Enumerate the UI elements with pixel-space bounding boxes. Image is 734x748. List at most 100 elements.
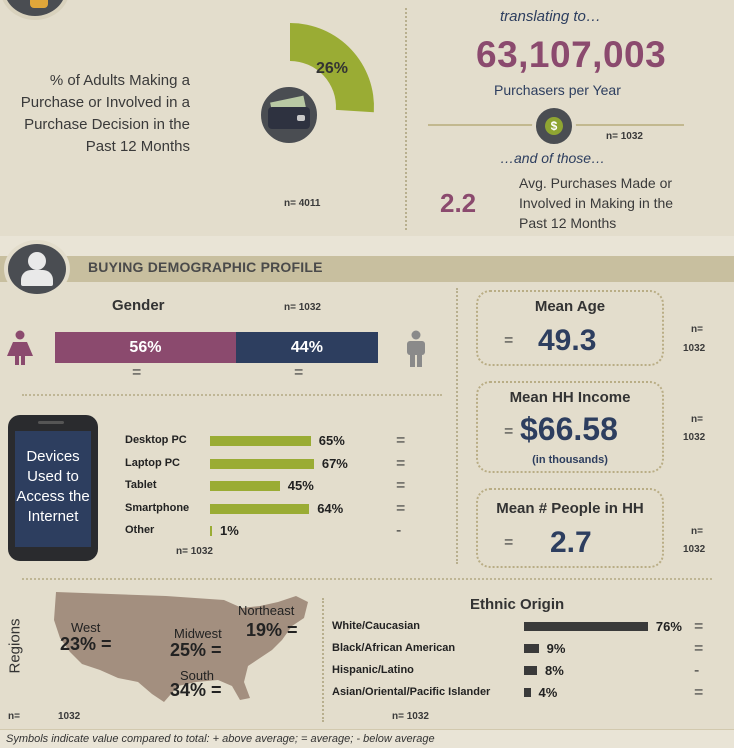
adults-pct-label: 26% (316, 60, 349, 77)
gender-title: Gender (112, 297, 165, 314)
ethnic-symbol: - (694, 662, 700, 679)
avg-label: Avg. Purchases Made or Involved in Makin… (519, 175, 674, 231)
regions-label: Regions (6, 618, 24, 674)
mean-age-n1: n= (691, 324, 703, 335)
purchasers-n: n= 1032 (606, 131, 643, 142)
regions-divider (22, 578, 712, 580)
northeast-pct: 19% = (246, 620, 298, 641)
device-symbol: = (396, 500, 406, 517)
ethnic-pct: 9% (546, 641, 566, 656)
ethnic-label: Asian/Oriental/Pacific Islander (332, 686, 491, 698)
midwest-name: Midwest (174, 626, 222, 641)
gender-devices-divider (22, 394, 442, 396)
male-symbol: = (294, 364, 304, 381)
top-section (0, 0, 734, 236)
west-symbol: = (101, 634, 112, 654)
gender-bar: 56% 44% (55, 332, 378, 363)
user-profile-icon (4, 240, 70, 298)
northeast-name: Northeast (238, 603, 295, 618)
device-symbol: = (396, 432, 406, 449)
mean-income-n1: n= (691, 414, 703, 425)
northeast-symbol: = (287, 620, 298, 640)
device-pct: 64% (317, 501, 344, 516)
south-symbol: = (211, 680, 222, 700)
northeast-pct-value: 19% (246, 620, 283, 640)
west-name: West (71, 620, 101, 635)
ethnic-pct: 76% (655, 619, 682, 634)
adults-n: n= 4011 (284, 198, 321, 209)
ethnic-bar (524, 644, 539, 653)
mean-income-sub: (in thousands) (532, 454, 608, 466)
mean-age-card: Mean Age = 49.3 (476, 290, 664, 366)
ethnic-n: n= 1032 (392, 711, 429, 722)
regions-ethnic-divider (322, 598, 324, 722)
male-bar: 44% (235, 332, 378, 363)
avg-value: 2.2 (440, 188, 477, 218)
purchasers-number: 63,107,003 (476, 34, 667, 75)
device-label: Smartphone (125, 502, 190, 514)
device-bar (210, 481, 280, 491)
mean-age-title: Mean Age (534, 298, 606, 315)
device-pct: 65% (318, 433, 345, 448)
ethnic-bar (524, 666, 538, 675)
midwest-pct-value: 25% (170, 640, 207, 660)
midwest-symbol: = (211, 640, 222, 660)
device-bar (210, 436, 311, 446)
device-label: Tablet (125, 479, 157, 491)
device-bar (210, 459, 314, 469)
mean-income-n2: 1032 (683, 432, 706, 443)
ethnic-bar (524, 688, 531, 697)
male-pct: 44% (290, 339, 323, 356)
ethnic-title: Ethnic Origin (470, 596, 565, 613)
mean-income-title: Mean HH Income (509, 389, 631, 406)
ethnic-symbol: = (694, 640, 704, 657)
female-pct: 56% (129, 339, 162, 356)
device-symbol: = (396, 455, 406, 472)
midwest-pct: 25% = (170, 640, 222, 661)
ethnic-symbol: = (694, 684, 704, 701)
mean-people-title: Mean # People in HH (496, 500, 644, 517)
mean-age-eq: = (504, 332, 514, 349)
mean-income-card: Mean HH Income = $66.58 (in thousands) (476, 381, 664, 473)
dollar-coin-icon: $ (532, 104, 576, 148)
device-symbol: = (396, 477, 406, 494)
gender-n: n= 1032 (284, 302, 321, 313)
south-pct: 34% = (170, 680, 222, 701)
female-symbol: = (132, 364, 142, 381)
band-spacer (0, 236, 734, 256)
section-title: BUYING DEMOGRAPHIC PROFILE (88, 259, 323, 275)
section-header-band (0, 256, 734, 282)
translating-label: translating to… (500, 8, 601, 25)
mean-people-card: Mean # People in HH = 2.7 (476, 488, 664, 568)
phone-graphic: Devices Used to Access the Internet (8, 415, 98, 561)
purchasers-label: Purchasers per Year (494, 82, 621, 98)
ethnic-pct: 4% (538, 685, 558, 700)
ethnic-symbol: = (694, 618, 704, 635)
footer-note: Symbols indicate value compared to total… (0, 729, 734, 748)
ethnic-label: White/Caucasian (332, 620, 421, 632)
south-name: South (180, 668, 214, 683)
ethnic-label: Hispanic/Latino (332, 664, 414, 676)
device-pct: 1% (220, 523, 239, 538)
mean-income-value: $66.58 (520, 411, 618, 447)
regions-n2: 1032 (58, 711, 81, 722)
and-of-those: …and of those… (500, 150, 606, 166)
adults-pct-wedge (290, 23, 374, 113)
adults-donut-chart (290, 23, 374, 113)
mean-people-value: 2.7 (550, 526, 592, 559)
device-symbol: - (396, 522, 402, 539)
top-divider (405, 8, 407, 230)
phone-label: Devices Used to Access the Internet (16, 448, 90, 525)
ethnic-label: Black/African American (332, 642, 456, 654)
wallet-icon (256, 82, 322, 148)
device-pct: 45% (287, 478, 314, 493)
device-bar (210, 504, 310, 514)
mean-people-eq: = (504, 534, 514, 551)
devices-n: n= 1032 (176, 546, 213, 557)
west-pct: 23% = (60, 634, 112, 655)
us-map (54, 592, 308, 702)
device-label: Desktop PC (125, 434, 187, 446)
mean-income-eq: = (504, 423, 514, 440)
middle-divider (456, 288, 458, 564)
west-pct-value: 23% (60, 634, 97, 654)
